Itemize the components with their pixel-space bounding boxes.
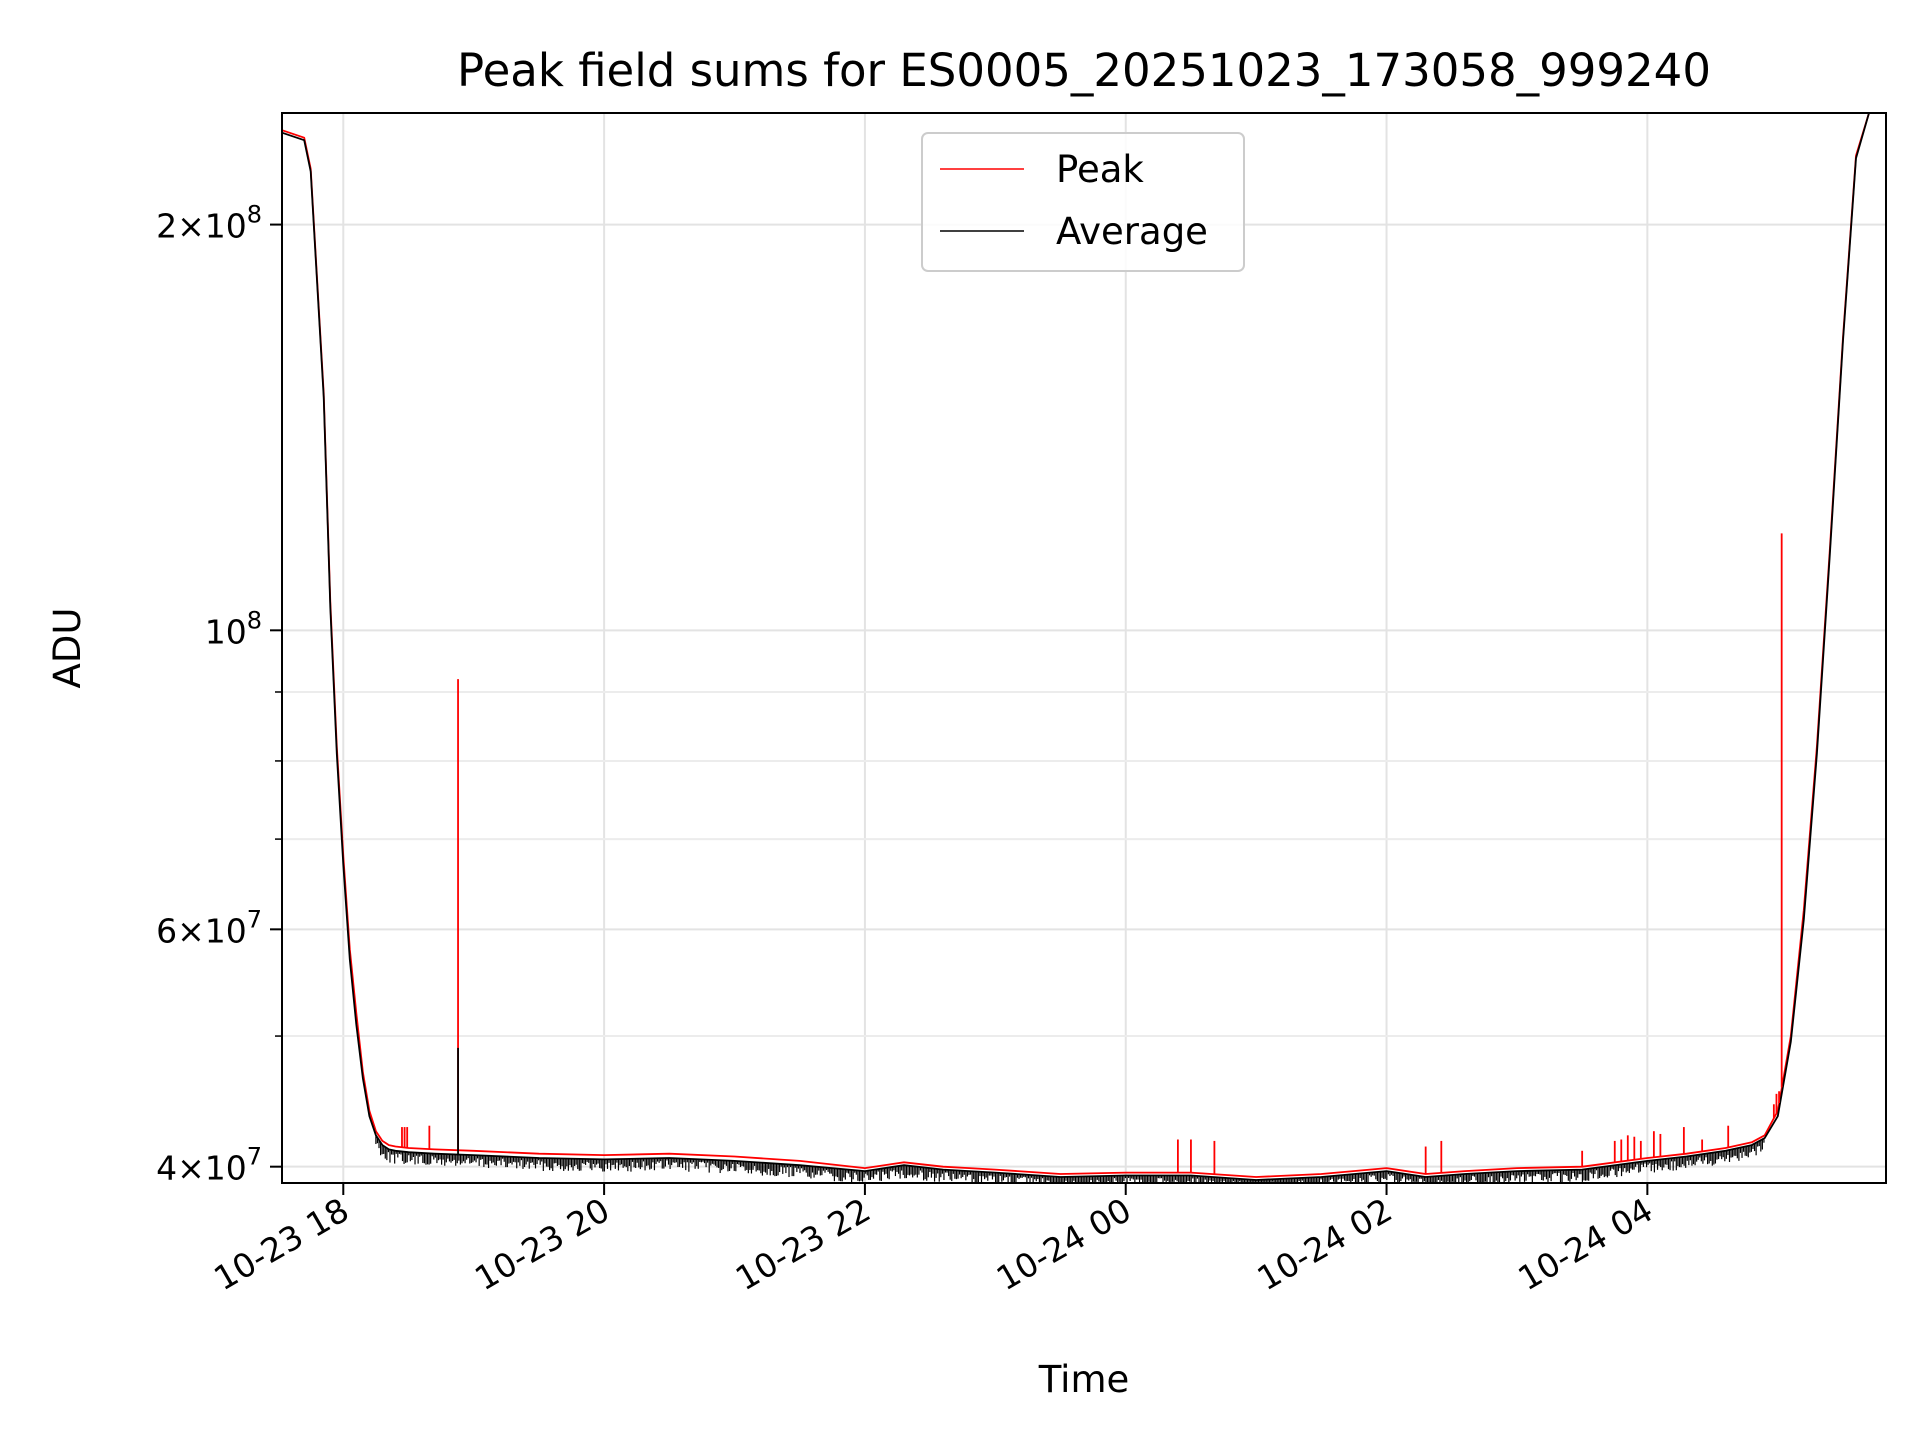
- legend-box: [921, 132, 1245, 272]
- plot-frame: [281, 112, 1887, 1184]
- plot-area: [282, 113, 1886, 1183]
- average-series-line: [282, 113, 1886, 1181]
- y-tick-label: 108: [205, 606, 262, 651]
- y-tick-label: 4×107: [156, 1143, 262, 1188]
- y-axis-label: ADU: [46, 608, 89, 689]
- peak-series-line: [282, 113, 1886, 1178]
- y-tick-label: 6×107: [156, 905, 262, 950]
- legend: Peak Average: [921, 132, 1245, 272]
- chart-title: Peak field sums for ES0005_20251023_1730…: [457, 44, 1711, 97]
- legend-label-average: Average: [1056, 210, 1208, 253]
- y-tick-label: 2×108: [156, 201, 262, 246]
- x-axis-label: Time: [1038, 1358, 1130, 1401]
- legend-label-peak: Peak: [1056, 148, 1144, 191]
